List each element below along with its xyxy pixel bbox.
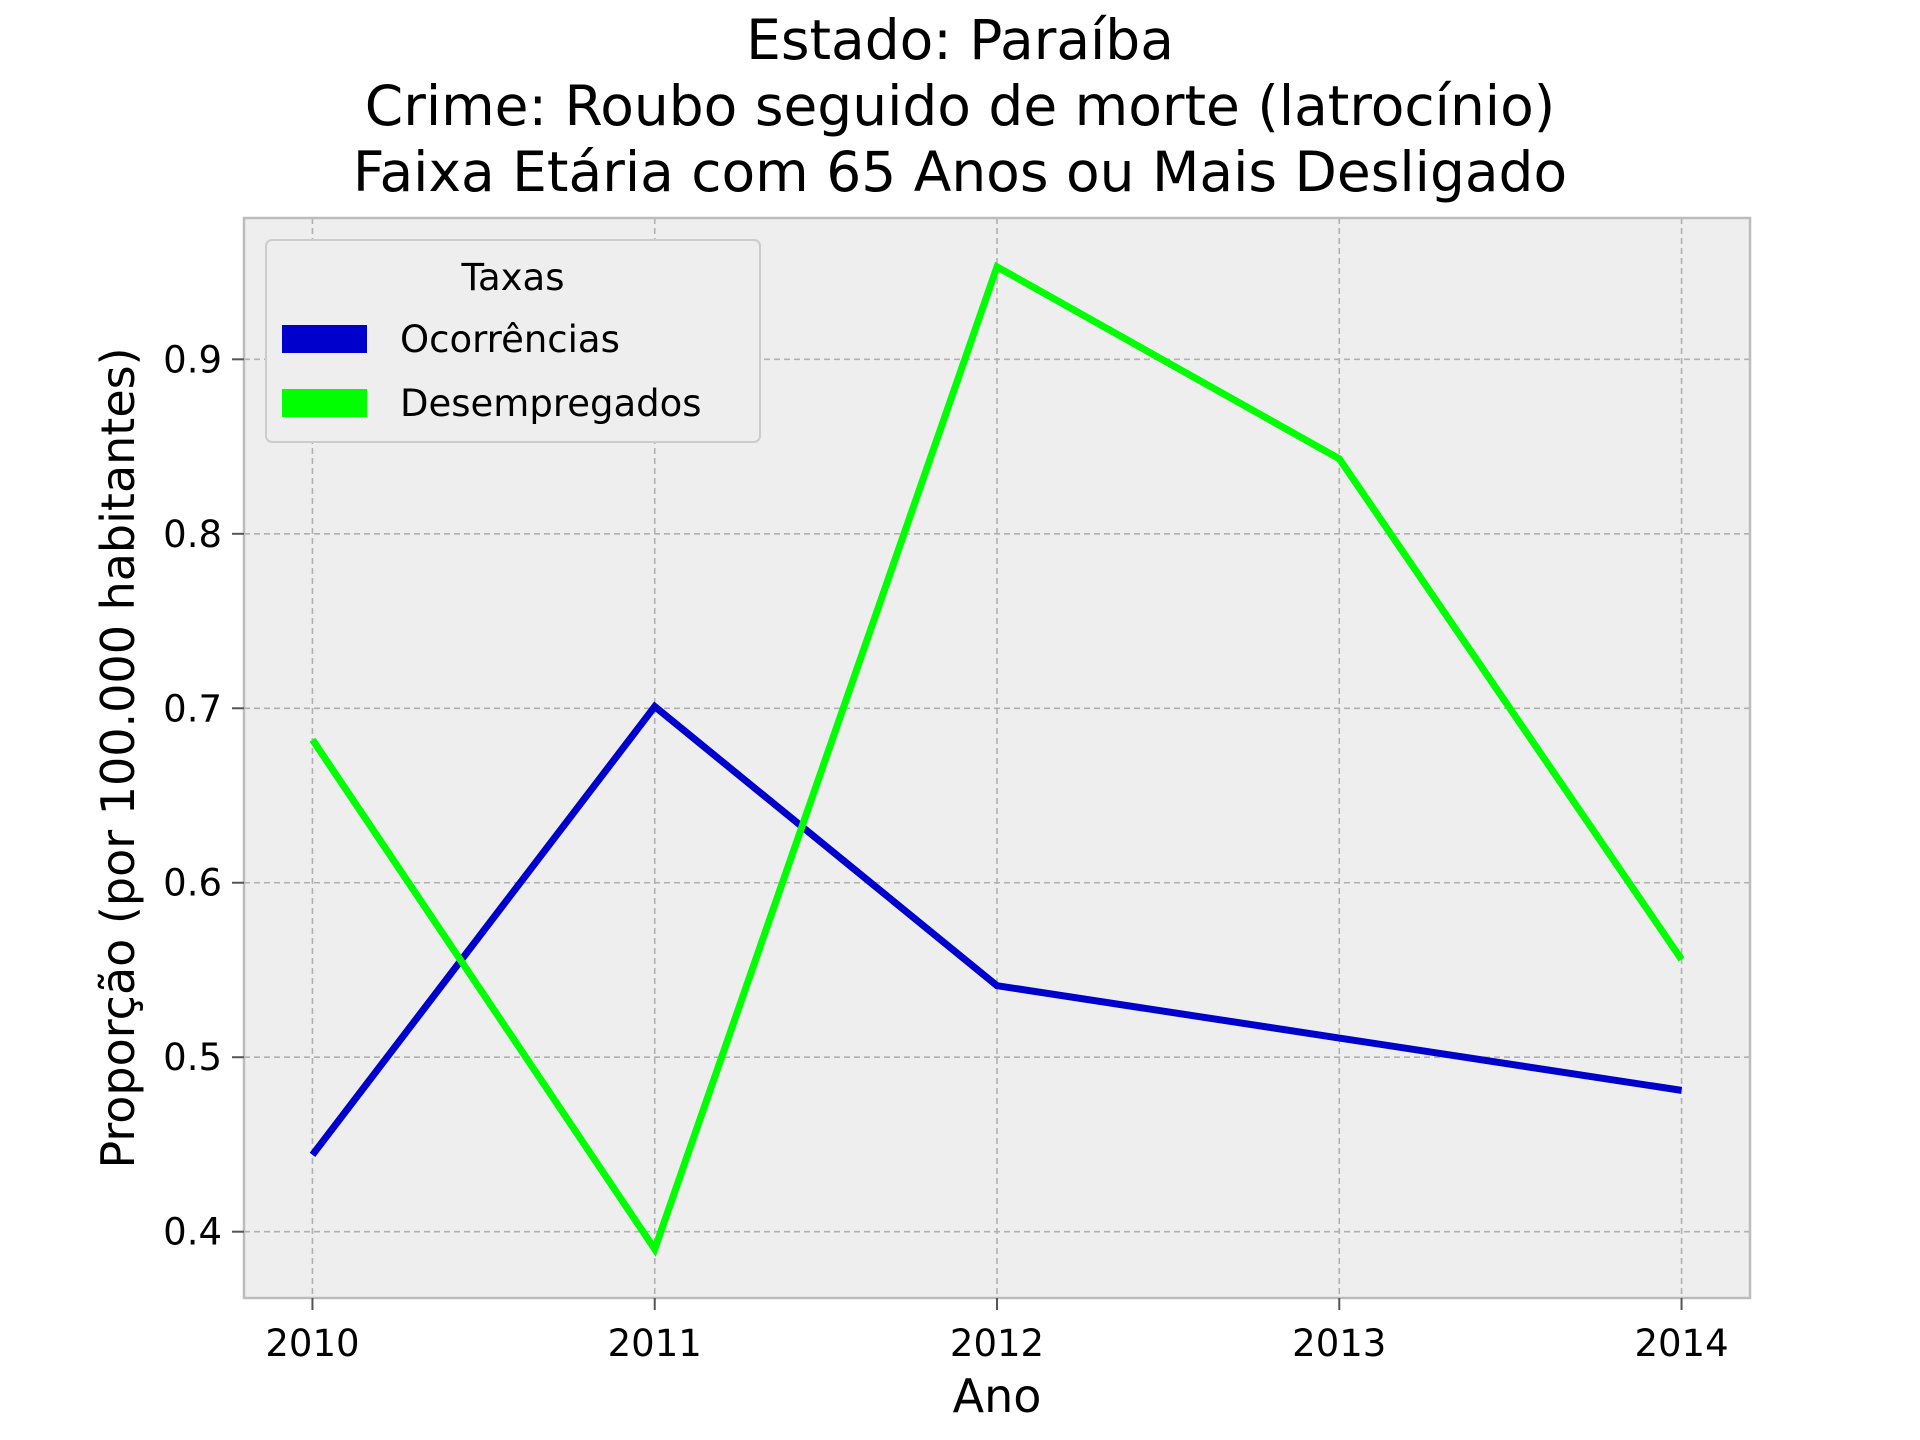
series-line-1: [309, 261, 1685, 1257]
series-line-0: [309, 701, 1683, 1158]
x-tick-label: 2014: [1634, 1322, 1728, 1365]
legend: Taxas Ocorrências Desempregados: [265, 239, 761, 443]
legend-label-ocorrencias: Ocorrências: [400, 318, 620, 361]
chart-title-line-2: Crime: Roubo seguido de morte (latrocíni…: [364, 74, 1556, 138]
series-lines: [309, 261, 1685, 1257]
x-tick-label: 2012: [950, 1322, 1044, 1365]
legend-swatch-desempregados: [282, 389, 367, 417]
y-tick-label: 0.4: [163, 1211, 222, 1254]
x-tick-label: 2013: [1292, 1322, 1386, 1365]
legend-swatch-ocorrencias: [282, 325, 367, 353]
y-axis-label: Proporção (por 100.000 habitantes): [91, 347, 145, 1168]
x-tick-label: 2011: [608, 1322, 702, 1365]
y-tick-label: 0.6: [163, 862, 222, 905]
chart-title-line-3: Faixa Etária com 65 Anos ou Mais Desliga…: [352, 140, 1568, 204]
legend-box: [265, 239, 761, 443]
x-tick-label: 2010: [265, 1322, 359, 1365]
y-tick-label: 0.8: [163, 513, 222, 556]
chart-title-line-1: Estado: Paraíba: [746, 8, 1174, 72]
legend-label-desempregados: Desempregados: [400, 382, 702, 425]
axis-ticks: 2010 2011 2012 2013 2014 0.4 0.5 0.6 0.7 0.8 0.9: [163, 338, 1728, 1365]
legend-title: Taxas: [461, 256, 565, 299]
x-axis-label: Ano: [953, 1369, 1042, 1423]
y-tick-label: 0.5: [163, 1036, 222, 1079]
grid-lines: [244, 218, 1750, 1298]
y-tick-label: 0.9: [163, 338, 222, 381]
y-tick-label: 0.7: [163, 687, 222, 730]
